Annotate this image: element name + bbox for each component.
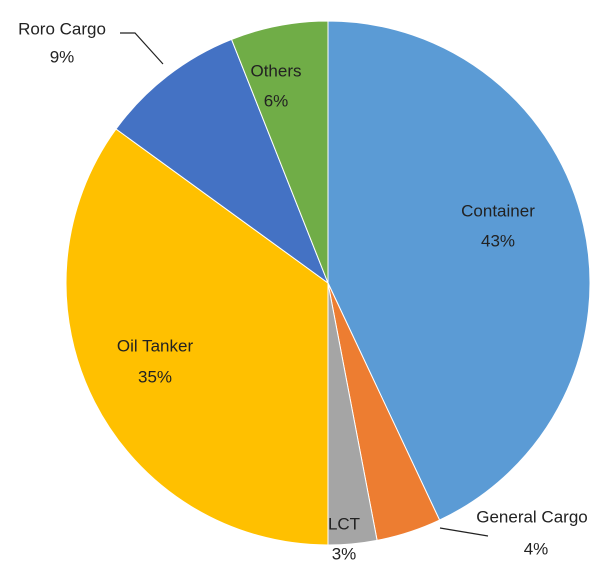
slice-name: Oil Tanker	[117, 336, 194, 355]
slice-value: 35%	[138, 367, 172, 386]
slice-name: Others	[250, 61, 301, 80]
slice-name: Container	[461, 201, 535, 220]
pie-slice	[65, 128, 329, 546]
slice-name: LCT	[328, 514, 360, 533]
slice-value: 9%	[50, 47, 75, 66]
slice-value: 3%	[332, 544, 357, 563]
slice-name: General Cargo	[476, 507, 588, 526]
slice-value: 43%	[481, 231, 515, 250]
slices	[65, 20, 591, 546]
slice-value: 6%	[264, 91, 289, 110]
slice-name: Roro Cargo	[18, 19, 106, 38]
pie-slice	[230, 20, 329, 284]
slice-value: 4%	[524, 539, 549, 558]
leader-line	[439, 527, 489, 537]
leader-line	[120, 32, 164, 65]
pie-slice	[115, 38, 330, 285]
labels: Container 43% General Cargo 4% LCT 3% Oil Tank…	[18, 19, 588, 563]
pie-slice	[327, 20, 591, 521]
